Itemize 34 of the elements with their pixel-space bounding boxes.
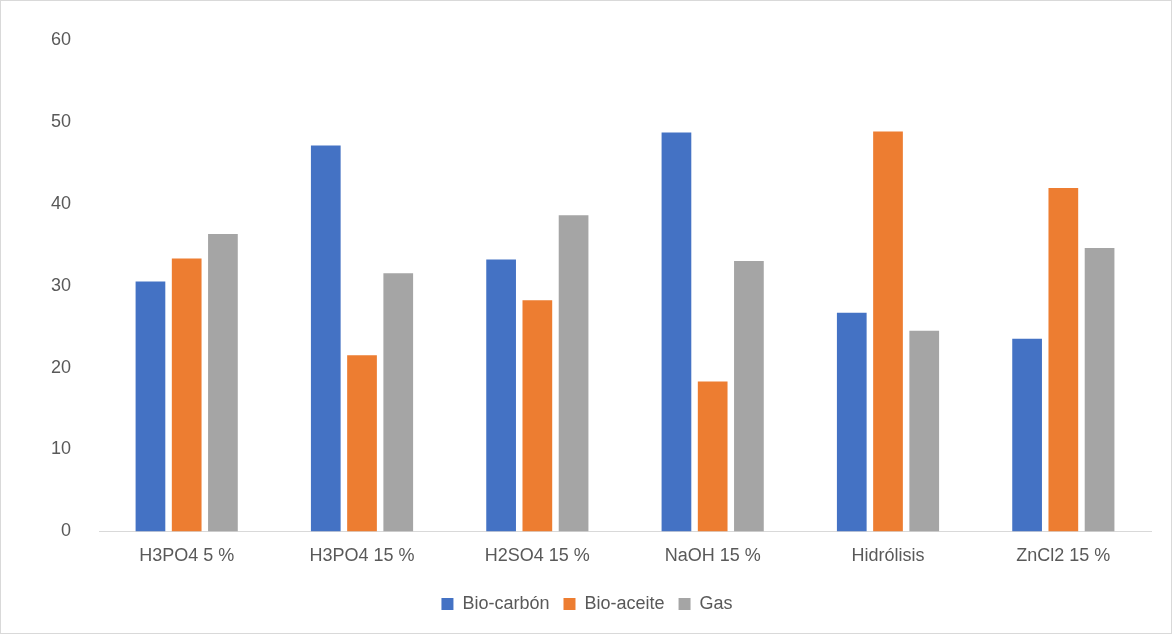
x-tick-label: H3PO4 5 % <box>139 545 235 566</box>
x-tick-label: H3PO4 15 % <box>309 545 415 566</box>
legend-label: Gas <box>699 592 733 613</box>
legend-label: Bio-aceite <box>584 592 665 613</box>
bar <box>836 312 867 532</box>
bar <box>135 281 166 532</box>
bar <box>310 145 341 532</box>
bar <box>661 132 692 532</box>
y-tick-label: 50 <box>50 110 72 131</box>
bar <box>347 355 377 532</box>
y-tick-label: 30 <box>50 274 72 295</box>
legend-label: Bio-carbón <box>462 592 550 613</box>
bar <box>1012 338 1042 532</box>
bar <box>873 131 903 532</box>
bar <box>383 273 414 532</box>
bar <box>697 381 728 532</box>
y-tick-label: 10 <box>50 438 72 459</box>
x-tick-label: ZnCl2 15 % <box>1016 545 1111 566</box>
bar <box>1084 247 1115 532</box>
bar <box>486 259 516 532</box>
bar <box>208 233 238 532</box>
x-tick-label: Hidrólisis <box>851 545 925 566</box>
bar <box>558 215 589 532</box>
y-tick-label: 60 <box>50 28 72 49</box>
x-tick-label: H2SO4 15 % <box>484 545 590 566</box>
bar <box>909 330 940 532</box>
bar <box>734 261 764 532</box>
bar <box>1048 188 1079 532</box>
y-tick-label: 20 <box>50 356 72 377</box>
bar <box>171 258 202 532</box>
x-tick-label: NaOH 15 % <box>664 545 761 566</box>
y-tick-label: 0 <box>61 520 72 541</box>
bar <box>522 300 553 532</box>
y-tick-label: 40 <box>50 192 72 213</box>
